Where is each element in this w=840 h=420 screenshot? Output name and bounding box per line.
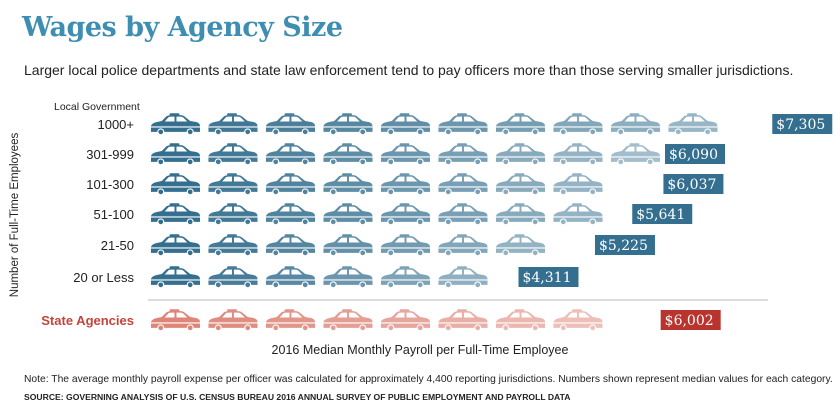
category-label: State Agencies <box>41 313 134 328</box>
car-icon <box>380 266 431 288</box>
car-icon <box>323 173 373 195</box>
car-icon <box>323 309 373 331</box>
chart-title: Wages by Agency Size <box>22 12 343 43</box>
chart-rows: 1000+ $7,305 301-999 $6,090 101-300 $6,037 51-… <box>41 113 833 331</box>
car-icon <box>323 266 373 288</box>
chart-row: 1000+ $7,305 <box>97 113 833 135</box>
value-label: $5,225 <box>599 238 648 254</box>
car-icon <box>150 266 201 288</box>
car-icon <box>438 309 488 331</box>
value-badge <box>632 204 693 224</box>
car-icon <box>380 113 431 135</box>
category-label: 1000+ <box>97 117 134 132</box>
value-badge <box>663 174 724 194</box>
chart-row: 301-999 $6,090 <box>86 143 725 165</box>
value-label: $5,641 <box>636 207 685 223</box>
car-icon <box>495 203 546 225</box>
car-icon <box>380 203 431 225</box>
car-icon <box>208 143 258 165</box>
car-icon <box>610 173 660 195</box>
category-label: 20 or Less <box>73 270 134 285</box>
car-icon <box>265 266 316 288</box>
category-label: 21-50 <box>101 238 134 253</box>
value-badge <box>665 144 725 164</box>
car-icon <box>553 113 603 135</box>
car-icon <box>323 234 373 256</box>
car-icon <box>553 203 603 225</box>
car-icon <box>265 143 316 165</box>
car-icon <box>208 173 258 195</box>
car-icon <box>553 143 603 165</box>
car-icon <box>495 309 546 331</box>
value-label: $6,037 <box>667 177 716 193</box>
car-icon <box>208 266 258 288</box>
value-badge <box>518 267 579 287</box>
car-icon <box>610 143 661 165</box>
car-icon <box>380 234 431 256</box>
car-icon <box>265 173 316 195</box>
car-icon <box>323 143 373 165</box>
car-icon <box>438 203 488 225</box>
car-icon <box>265 113 316 135</box>
group-label-local-government: Local Government <box>54 101 140 113</box>
car-icon <box>208 309 258 331</box>
footnote: Note: The average monthly payroll expens… <box>24 374 833 385</box>
car-icon <box>495 143 546 165</box>
category-label: 51-100 <box>94 207 134 222</box>
car-icon <box>380 143 431 165</box>
car-icon <box>323 113 373 135</box>
car-icon <box>150 309 201 331</box>
chart-subtitle: Larger local police departments and stat… <box>24 62 794 78</box>
car-icon <box>668 113 718 135</box>
car-icon <box>380 309 431 331</box>
value-badge <box>660 310 721 330</box>
car-icon <box>438 173 488 195</box>
car-icon <box>438 113 488 135</box>
car-icon <box>438 234 488 256</box>
car-icon <box>725 113 769 135</box>
value-label: $4,311 <box>522 270 571 286</box>
chart-row: 101-300 $6,037 <box>86 173 724 195</box>
chart-row: 51-100 $5,641 <box>94 203 693 225</box>
value-badge <box>772 114 833 134</box>
car-icon <box>495 113 546 135</box>
car-icon <box>150 203 201 225</box>
car-icon <box>150 234 201 256</box>
car-icon <box>610 309 657 331</box>
car-icon <box>553 309 603 331</box>
car-icon <box>495 173 546 195</box>
car-icon <box>438 266 488 288</box>
chart-row: 21-50 $5,225 <box>101 234 655 256</box>
car-icon <box>208 234 258 256</box>
source-line: SOURCE: GOVERNING ANALYSIS OF U.S. CENSU… <box>24 392 571 402</box>
car-icon <box>438 143 488 165</box>
car-icon <box>265 203 316 225</box>
car-icon <box>265 234 316 256</box>
car-icon <box>208 203 258 225</box>
value-badge <box>594 235 655 255</box>
category-label: 301-999 <box>86 147 134 162</box>
car-icon <box>553 173 603 195</box>
chart-row: 20 or Less $4,311 <box>73 266 579 288</box>
car-icon <box>495 234 546 256</box>
car-icon <box>150 173 201 195</box>
x-axis-label: 2016 Median Monthly Payroll per Full-Tim… <box>271 343 569 357</box>
category-label: 101-300 <box>86 177 134 192</box>
car-icon <box>380 173 431 195</box>
value-label: $6,002 <box>665 313 714 329</box>
car-icon <box>610 113 661 135</box>
car-icon <box>265 309 316 331</box>
car-icon <box>150 143 201 165</box>
value-label: $7,305 <box>776 117 825 133</box>
car-icon <box>323 203 373 225</box>
car-icon <box>150 113 201 135</box>
value-label: $6,090 <box>669 147 718 163</box>
car-icon <box>208 113 258 135</box>
pictogram-chart: Local Government 1000+ $7,305 301-999 $6,09… <box>41 101 833 331</box>
chart-row: State Agencies $6,002 <box>41 309 721 331</box>
